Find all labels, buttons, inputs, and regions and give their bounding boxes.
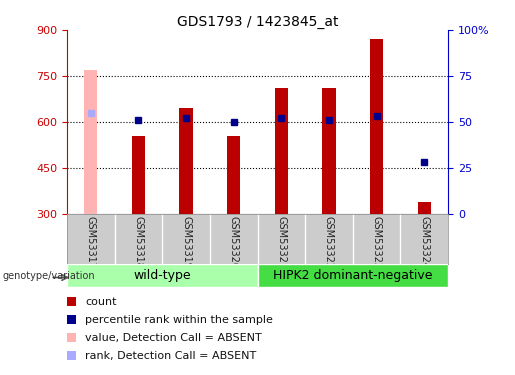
Title: GDS1793 / 1423845_at: GDS1793 / 1423845_at xyxy=(177,15,338,29)
Text: GSM53320: GSM53320 xyxy=(229,216,238,269)
Bar xyxy=(258,264,448,287)
Text: wild-type: wild-type xyxy=(133,269,191,282)
Text: GSM53322: GSM53322 xyxy=(324,216,334,269)
Bar xyxy=(67,264,258,287)
Text: GSM53318: GSM53318 xyxy=(133,216,143,269)
Bar xyxy=(274,88,288,214)
Text: count: count xyxy=(85,297,116,307)
Text: GSM53321: GSM53321 xyxy=(277,216,286,269)
Bar xyxy=(179,108,193,214)
Bar xyxy=(370,39,383,214)
Bar xyxy=(322,88,336,214)
Bar xyxy=(132,136,145,214)
Bar xyxy=(418,201,431,214)
Bar xyxy=(227,136,241,214)
Text: GSM53317: GSM53317 xyxy=(86,216,96,269)
Text: GSM53323: GSM53323 xyxy=(372,216,382,269)
Text: percentile rank within the sample: percentile rank within the sample xyxy=(85,315,273,325)
Text: genotype/variation: genotype/variation xyxy=(3,271,95,280)
Text: HIPK2 dominant-negative: HIPK2 dominant-negative xyxy=(273,269,433,282)
Text: value, Detection Call = ABSENT: value, Detection Call = ABSENT xyxy=(85,333,262,343)
Text: GSM53324: GSM53324 xyxy=(419,216,429,269)
Text: GSM53319: GSM53319 xyxy=(181,216,191,269)
Text: rank, Detection Call = ABSENT: rank, Detection Call = ABSENT xyxy=(85,351,256,361)
Bar xyxy=(84,70,97,214)
